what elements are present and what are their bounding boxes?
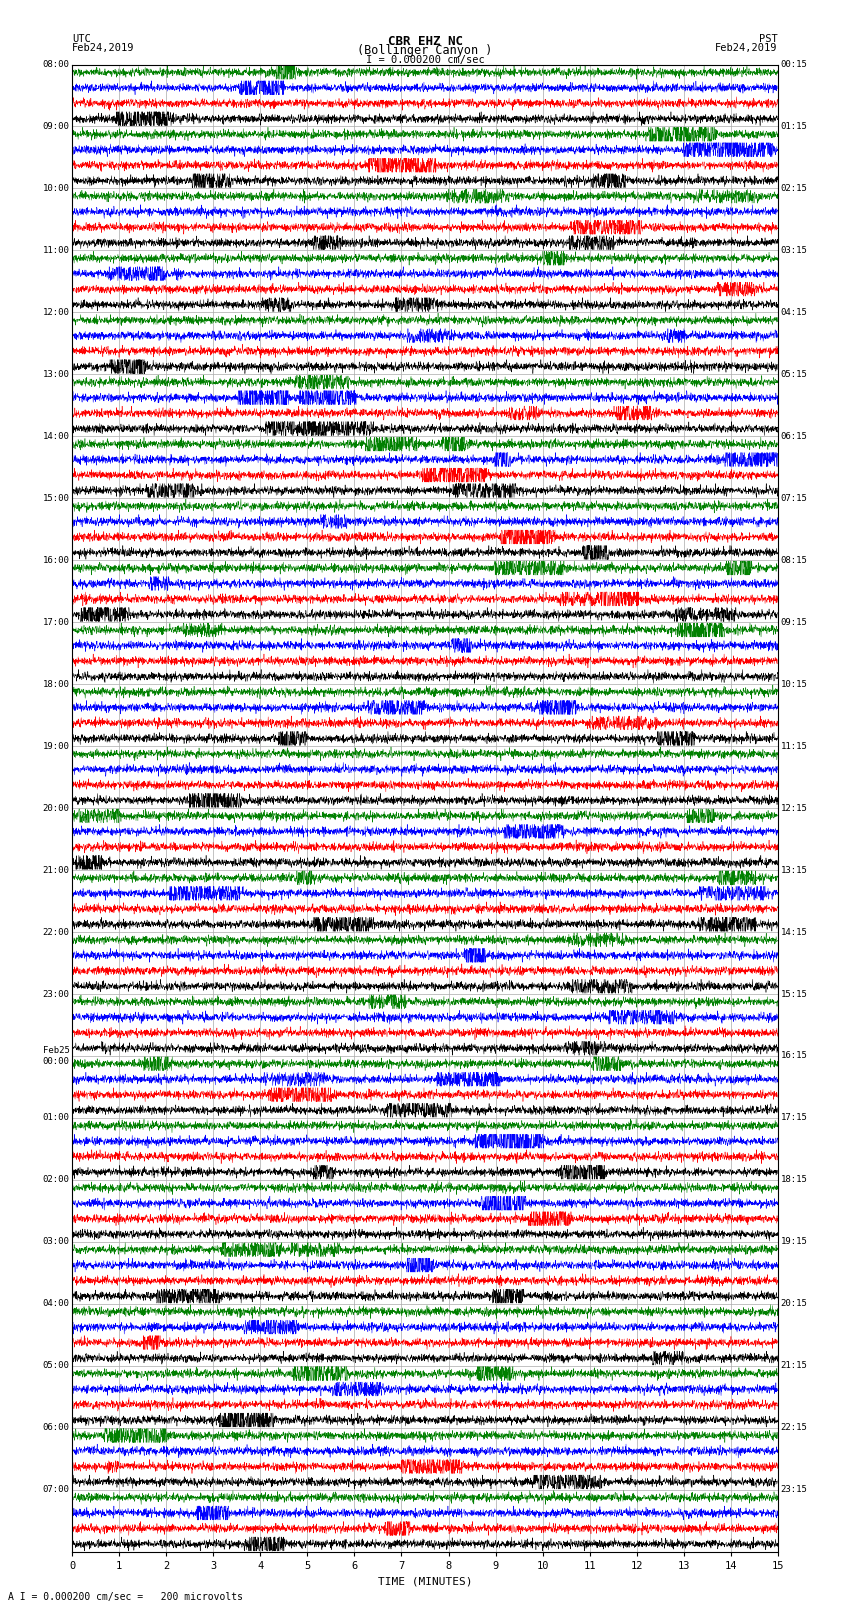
Text: 18:00: 18:00	[42, 679, 70, 689]
Text: 03:15: 03:15	[780, 245, 808, 255]
Text: 09:15: 09:15	[780, 618, 808, 627]
Text: 18:15: 18:15	[780, 1176, 808, 1184]
Text: 23:15: 23:15	[780, 1486, 808, 1494]
Text: 11:15: 11:15	[780, 742, 808, 750]
Text: 07:00: 07:00	[42, 1486, 70, 1494]
Text: 22:15: 22:15	[780, 1423, 808, 1432]
Text: Feb25
00:00: Feb25 00:00	[42, 1047, 70, 1066]
Text: 20:00: 20:00	[42, 803, 70, 813]
Text: 13:00: 13:00	[42, 369, 70, 379]
Text: 15:15: 15:15	[780, 989, 808, 998]
Text: PST: PST	[759, 34, 778, 44]
Text: 05:00: 05:00	[42, 1361, 70, 1371]
Text: 15:00: 15:00	[42, 494, 70, 503]
Text: 16:00: 16:00	[42, 556, 70, 565]
Text: 17:15: 17:15	[780, 1113, 808, 1123]
Text: 12:15: 12:15	[780, 803, 808, 813]
Text: 19:00: 19:00	[42, 742, 70, 750]
Text: 03:00: 03:00	[42, 1237, 70, 1247]
Text: 10:00: 10:00	[42, 184, 70, 194]
Text: 09:00: 09:00	[42, 123, 70, 131]
Text: 22:00: 22:00	[42, 927, 70, 937]
Text: 05:15: 05:15	[780, 369, 808, 379]
Text: 01:15: 01:15	[780, 123, 808, 131]
Text: 06:00: 06:00	[42, 1423, 70, 1432]
Text: 00:15: 00:15	[780, 60, 808, 69]
Text: 16:15: 16:15	[780, 1052, 808, 1060]
Text: 08:15: 08:15	[780, 556, 808, 565]
Text: 01:00: 01:00	[42, 1113, 70, 1123]
Text: 19:15: 19:15	[780, 1237, 808, 1247]
Text: 08:00: 08:00	[42, 60, 70, 69]
Text: 07:15: 07:15	[780, 494, 808, 503]
Text: 04:15: 04:15	[780, 308, 808, 316]
Text: 21:15: 21:15	[780, 1361, 808, 1371]
Text: 11:00: 11:00	[42, 245, 70, 255]
Text: 04:00: 04:00	[42, 1300, 70, 1308]
Text: 02:15: 02:15	[780, 184, 808, 194]
Text: 10:15: 10:15	[780, 679, 808, 689]
X-axis label: TIME (MINUTES): TIME (MINUTES)	[377, 1576, 473, 1586]
Text: UTC: UTC	[72, 34, 91, 44]
Text: 06:15: 06:15	[780, 432, 808, 440]
Text: I = 0.000200 cm/sec: I = 0.000200 cm/sec	[366, 55, 484, 65]
Text: 14:15: 14:15	[780, 927, 808, 937]
Text: 20:15: 20:15	[780, 1300, 808, 1308]
Text: 23:00: 23:00	[42, 989, 70, 998]
Text: Feb24,2019: Feb24,2019	[715, 44, 778, 53]
Text: 02:00: 02:00	[42, 1176, 70, 1184]
Text: Feb24,2019: Feb24,2019	[72, 44, 135, 53]
Text: 13:15: 13:15	[780, 866, 808, 874]
Text: (Bollinger Canyon ): (Bollinger Canyon )	[357, 44, 493, 56]
Text: CBR EHZ NC: CBR EHZ NC	[388, 34, 462, 48]
Text: 17:00: 17:00	[42, 618, 70, 627]
Text: 21:00: 21:00	[42, 866, 70, 874]
Text: 14:00: 14:00	[42, 432, 70, 440]
Text: A I = 0.000200 cm/sec =   200 microvolts: A I = 0.000200 cm/sec = 200 microvolts	[8, 1592, 243, 1602]
Text: 12:00: 12:00	[42, 308, 70, 316]
